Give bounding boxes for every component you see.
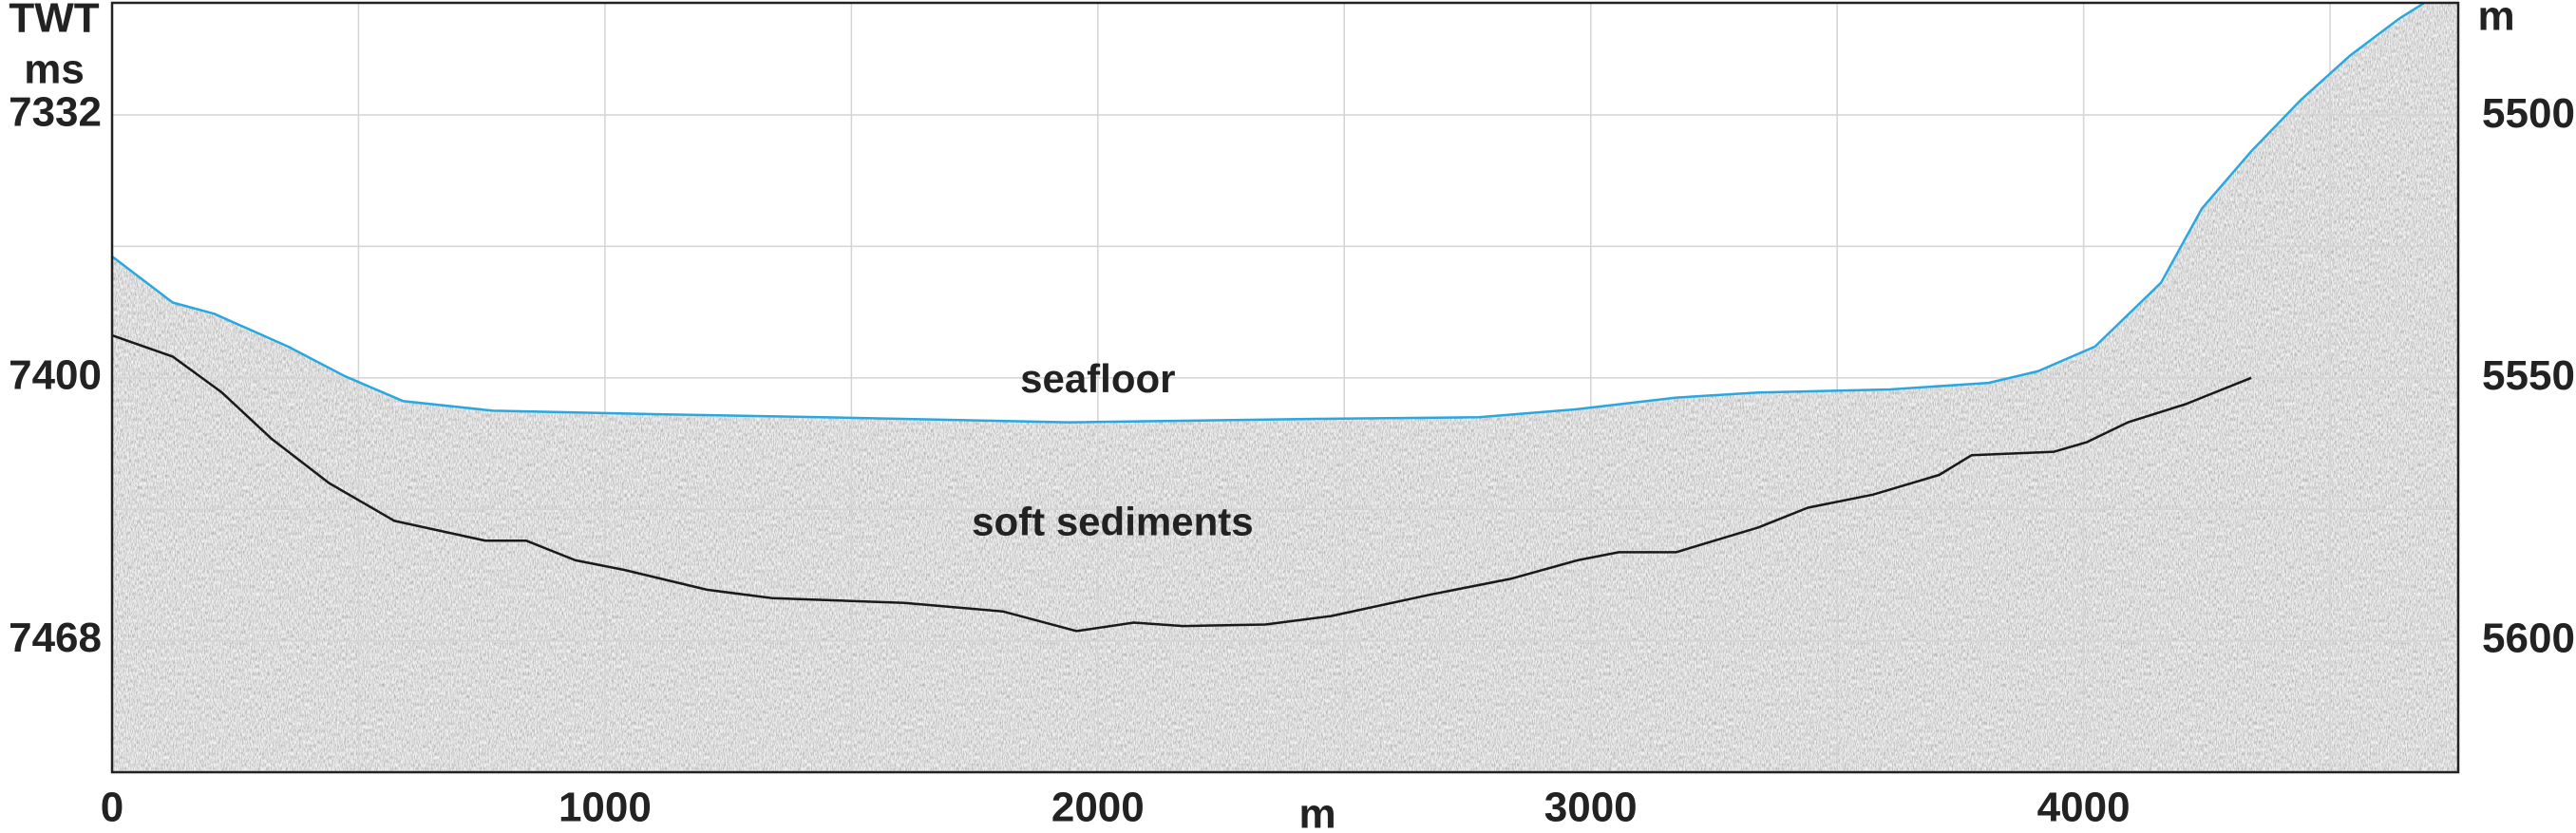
y2-tick-label: 5550	[2482, 352, 2575, 399]
plot-frame	[110, 1, 2460, 774]
y2-tick-label: 5600	[2482, 615, 2575, 661]
x-tick-label: 1000	[559, 785, 652, 831]
series-line	[111, 333, 2252, 633]
y-axis-unit: ms	[24, 47, 85, 93]
x-tick-label: 2000	[1051, 785, 1145, 831]
x-tick-label: 4000	[2037, 785, 2131, 831]
annotation: soft sediments	[972, 500, 1253, 544]
lines	[111, 2, 2425, 633]
y-axis-label: TWT	[9, 0, 99, 42]
x-tick-label: 0	[101, 785, 123, 831]
annotation: seafloor	[1020, 356, 1175, 401]
y2-axis-label: m	[2477, 0, 2514, 40]
x-axis-label: m	[1298, 791, 1335, 833]
y-tick-label: 7468	[9, 615, 102, 661]
grid	[112, 3, 2458, 772]
y2-tick-label: 5500	[2482, 90, 2575, 137]
x-tick-label: 3000	[1544, 785, 1638, 831]
y-tick-label: 7332	[9, 89, 102, 136]
y-tick-label: 7400	[9, 351, 102, 398]
series-line	[111, 2, 2425, 424]
